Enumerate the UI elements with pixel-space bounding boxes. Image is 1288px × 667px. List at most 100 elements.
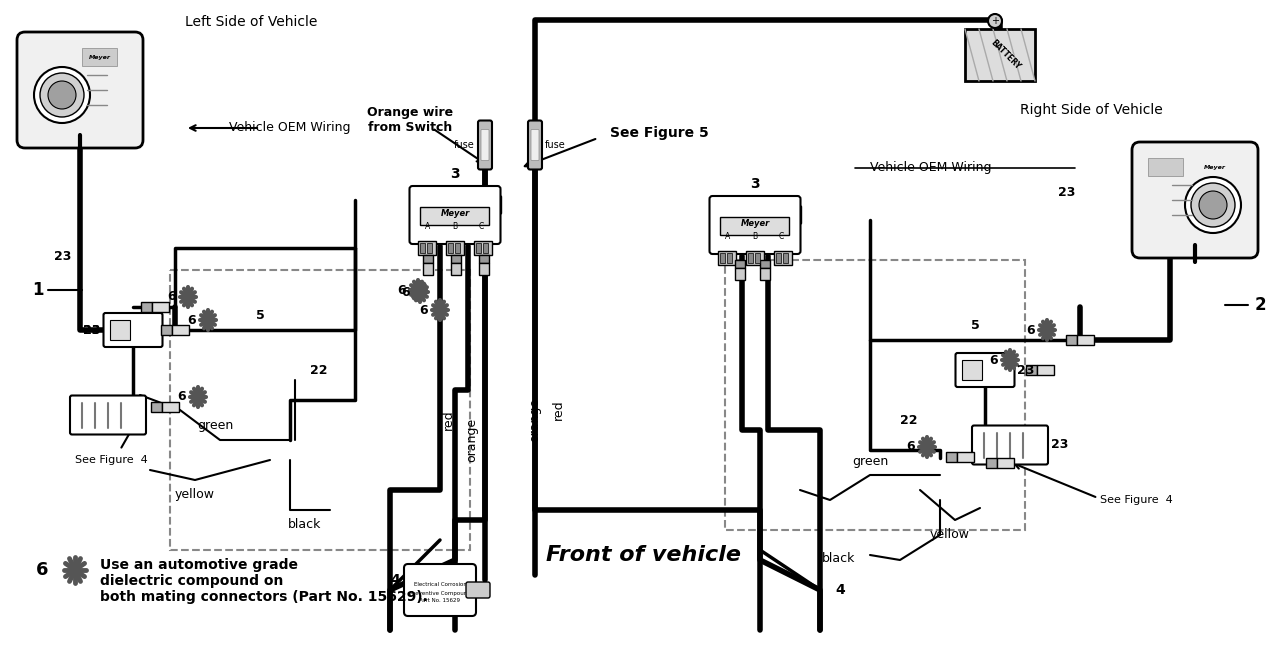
Text: 6: 6 xyxy=(398,283,406,297)
Bar xyxy=(140,302,152,312)
Text: 6: 6 xyxy=(187,313,196,327)
Text: fuse: fuse xyxy=(545,140,565,150)
Text: 23: 23 xyxy=(1057,185,1075,199)
Bar xyxy=(483,243,488,253)
FancyBboxPatch shape xyxy=(103,313,162,347)
Bar xyxy=(82,48,117,66)
Circle shape xyxy=(1185,177,1242,233)
Bar xyxy=(479,255,489,263)
Text: 23: 23 xyxy=(82,323,100,336)
FancyBboxPatch shape xyxy=(493,196,501,214)
Text: 6: 6 xyxy=(1027,323,1036,336)
Text: C: C xyxy=(779,232,784,241)
Bar xyxy=(477,243,480,253)
Bar xyxy=(746,251,764,265)
Bar xyxy=(455,243,460,253)
Bar xyxy=(161,402,179,412)
Text: +: + xyxy=(990,16,999,26)
Bar xyxy=(1077,335,1094,345)
Text: 3: 3 xyxy=(451,167,460,181)
FancyBboxPatch shape xyxy=(972,426,1048,464)
Text: 6: 6 xyxy=(36,561,48,579)
Bar xyxy=(720,217,790,235)
Text: 4: 4 xyxy=(835,583,845,597)
Text: 22: 22 xyxy=(900,414,917,426)
Text: A: A xyxy=(725,232,730,241)
FancyBboxPatch shape xyxy=(1132,142,1258,258)
Text: 6: 6 xyxy=(402,285,410,299)
Text: 2: 2 xyxy=(1255,296,1266,314)
Text: Vehicle OEM Wiring: Vehicle OEM Wiring xyxy=(869,161,992,175)
Text: Electrical Corrosion: Electrical Corrosion xyxy=(413,582,466,588)
Bar xyxy=(161,325,171,335)
Bar xyxy=(760,260,770,268)
Text: Right Side of Vehicle: Right Side of Vehicle xyxy=(1020,103,1163,117)
Text: Vehicle OEM Wiring: Vehicle OEM Wiring xyxy=(229,121,350,135)
Text: 6: 6 xyxy=(989,354,998,366)
Bar xyxy=(152,302,169,312)
Text: Front of vehicle: Front of vehicle xyxy=(546,545,742,565)
Bar xyxy=(717,251,735,265)
Text: Orange wire
from Switch: Orange wire from Switch xyxy=(367,106,453,134)
Text: red: red xyxy=(442,410,455,430)
Text: B: B xyxy=(452,222,457,231)
Text: 22: 22 xyxy=(310,364,327,376)
Bar xyxy=(451,263,461,275)
Text: 23: 23 xyxy=(1051,438,1068,452)
Text: Meyer: Meyer xyxy=(89,55,111,59)
Bar xyxy=(428,243,431,253)
Bar xyxy=(419,241,437,255)
FancyBboxPatch shape xyxy=(528,121,542,169)
Text: Preventive Compound: Preventive Compound xyxy=(410,590,470,596)
Text: 5: 5 xyxy=(255,309,264,322)
Circle shape xyxy=(1199,191,1227,219)
Text: Left Side of Vehicle: Left Side of Vehicle xyxy=(185,15,317,29)
Circle shape xyxy=(33,67,90,123)
Text: green: green xyxy=(851,455,889,468)
Bar xyxy=(957,452,974,462)
Text: red: red xyxy=(551,400,564,420)
Bar xyxy=(420,207,489,225)
Text: fuse: fuse xyxy=(455,140,475,150)
Text: 1: 1 xyxy=(32,281,44,299)
Bar xyxy=(997,458,1014,468)
Bar xyxy=(760,268,770,280)
FancyBboxPatch shape xyxy=(466,582,489,598)
FancyBboxPatch shape xyxy=(793,206,801,224)
Bar xyxy=(755,253,760,263)
Text: 4: 4 xyxy=(390,573,401,587)
Bar xyxy=(171,325,189,335)
FancyBboxPatch shape xyxy=(70,396,146,434)
Text: B: B xyxy=(752,232,757,241)
Bar xyxy=(474,241,492,255)
Text: 5: 5 xyxy=(971,319,979,332)
Text: 23: 23 xyxy=(54,251,71,263)
Text: 6: 6 xyxy=(167,291,176,303)
Text: Use an automotive grade
dielectric compound on
both mating connectors (Part No. : Use an automotive grade dielectric compo… xyxy=(100,558,428,604)
Bar xyxy=(451,255,461,263)
Bar xyxy=(774,251,792,265)
FancyBboxPatch shape xyxy=(410,186,501,244)
Bar xyxy=(748,253,753,263)
FancyBboxPatch shape xyxy=(956,353,1015,387)
Text: black: black xyxy=(822,552,855,564)
Bar xyxy=(945,452,957,462)
Text: 6: 6 xyxy=(907,440,914,454)
Text: yellow: yellow xyxy=(930,528,970,541)
Text: black: black xyxy=(289,518,322,531)
Bar xyxy=(111,320,130,340)
Text: green: green xyxy=(197,419,233,432)
FancyBboxPatch shape xyxy=(531,129,538,161)
Text: See Figure 5: See Figure 5 xyxy=(611,126,708,140)
FancyBboxPatch shape xyxy=(411,196,420,214)
Bar xyxy=(446,241,464,255)
Bar xyxy=(1027,365,1037,375)
FancyBboxPatch shape xyxy=(710,196,801,254)
Bar xyxy=(422,263,433,275)
Bar xyxy=(479,263,489,275)
Text: 6: 6 xyxy=(178,390,185,404)
Bar xyxy=(987,458,997,468)
Bar xyxy=(726,253,732,263)
FancyBboxPatch shape xyxy=(478,121,492,169)
Text: See Figure  4: See Figure 4 xyxy=(75,455,148,465)
